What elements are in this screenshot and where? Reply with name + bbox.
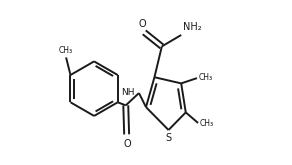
Text: NH: NH [121, 88, 135, 97]
Text: O: O [139, 19, 146, 29]
Text: CH₃: CH₃ [199, 119, 214, 128]
Text: S: S [166, 133, 172, 143]
Text: CH₃: CH₃ [199, 73, 213, 82]
Text: O: O [124, 139, 131, 149]
Text: NH₂: NH₂ [183, 22, 201, 32]
Text: CH₃: CH₃ [59, 46, 73, 55]
